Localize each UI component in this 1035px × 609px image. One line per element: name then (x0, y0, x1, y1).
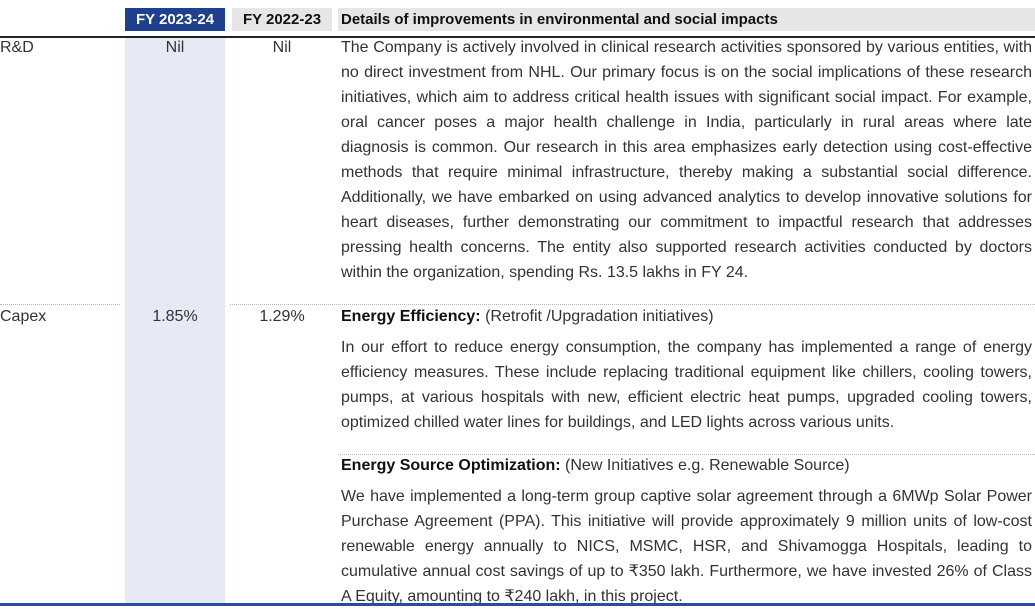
row-label: Capex (0, 308, 47, 325)
row-label: R&D (0, 39, 34, 56)
header-fy-previous: FY 2022-23 (232, 8, 332, 31)
current-year-column-band (125, 38, 225, 606)
section-divider (338, 454, 1035, 455)
section-heading: Energy Source Optimization: (341, 457, 561, 474)
section-subheading: (New Initiatives e.g. Renewable Source) (565, 457, 850, 474)
row-divider (0, 304, 120, 305)
section-subheading: (Retrofit /Upgradation initiatives) (485, 308, 714, 325)
section-heading: Energy Efficiency: (341, 308, 481, 325)
header-fy-current: FY 2023-24 (125, 8, 225, 31)
value-fy-current: 1.85% (152, 308, 198, 325)
header-details: Details of improvements in environmental… (338, 8, 1035, 31)
header-rule (0, 36, 1035, 38)
bottom-rule (0, 603, 1035, 606)
section-body: In our effort to reduce energy consumpti… (341, 339, 1032, 431)
row-description: The Company is actively involved in clin… (341, 39, 1032, 281)
section-heading-line: Energy Source Optimization: (New Initiat… (341, 453, 1032, 478)
value-fy-previous: Nil (272, 39, 292, 56)
value-fy-previous: 1.29% (259, 308, 305, 325)
value-fy-current: Nil (165, 39, 185, 56)
section-heading-line: Energy Efficiency: (Retrofit /Upgradatio… (341, 304, 1032, 329)
row-divider (230, 304, 1035, 305)
section-body: We have implemented a long-term group ca… (341, 488, 1032, 605)
